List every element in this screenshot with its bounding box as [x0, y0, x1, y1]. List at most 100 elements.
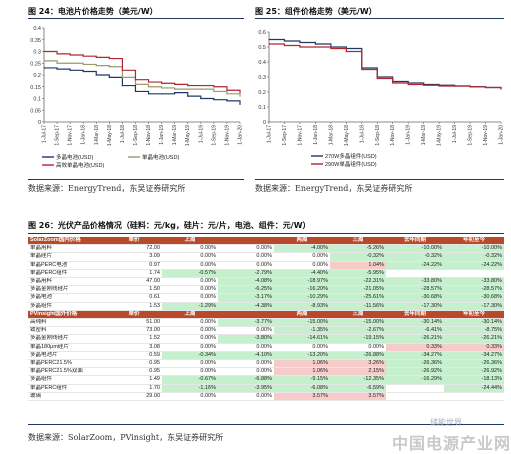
change-cell: 0.00% — [162, 277, 218, 287]
legend-label-2: 单晶电池(USD) — [142, 153, 179, 161]
price-cell: 0.61 — [106, 293, 162, 303]
fig25-source-rule — [255, 179, 504, 180]
series-2-point — [121, 76, 123, 78]
change-cell: -1.35% — [274, 326, 330, 336]
x-tick-label: 1-Jul-18 — [359, 125, 365, 143]
series-1-point — [268, 38, 270, 41]
fig26-source-rule — [28, 424, 504, 425]
column-header: 单价 — [106, 237, 162, 246]
table-section-header: SolarZoom国内价格 单价 上周 两周 三周 去年同期 年初至今 — [28, 237, 504, 246]
change-cell: 0.00% — [218, 252, 274, 262]
change-cell: 2.15% — [330, 367, 386, 377]
y-tick-label: 0.1 — [258, 105, 266, 111]
column-header: 两周 — [274, 310, 330, 320]
change-cell: -28.57% — [444, 285, 504, 295]
series-2-point — [345, 50, 347, 53]
legend-label-1: 270W多晶组件(USD) — [325, 152, 377, 160]
change-cell: 0.00% — [218, 359, 274, 369]
product-name: 致密料 — [28, 326, 106, 336]
series-2-point — [484, 86, 487, 89]
change-cell: -26.92% — [444, 367, 504, 377]
series-1-point — [56, 68, 58, 70]
change-cell: 0.00% — [218, 261, 274, 270]
change-cell: -4.08% — [218, 277, 274, 287]
price-cell: 1.50 — [106, 285, 162, 295]
series-2-point — [147, 86, 150, 88]
x-tick-label: 1-Nov-17 — [297, 125, 303, 146]
x-tick-label: 1-Jul-18 — [120, 125, 126, 143]
change-cell: -30.68% — [444, 293, 504, 303]
change-cell: -0.34% — [162, 351, 218, 361]
change-cell — [386, 269, 444, 279]
change-cell: -18.13% — [444, 375, 504, 385]
column-header: 单价 — [106, 310, 162, 320]
series-3-point — [69, 54, 71, 56]
change-cell: -8.93% — [274, 302, 330, 311]
table-row: 单晶PERC21.5% 0.95 0.00% 0.00% 1.06% 3.26% -26.3… — [28, 359, 504, 369]
change-cell: -4.38% — [218, 302, 274, 311]
series-2-point — [283, 44, 286, 47]
fig26-source: 数据来源：SolarZoom，PVinsight，东吴证券研究所 — [28, 433, 224, 442]
x-tick-label: 1-May-18 — [344, 125, 350, 146]
x-tick-label: 1-Mar-18 — [328, 125, 334, 146]
column-header: 两周 — [274, 237, 330, 246]
product-name: 单晶硅片 — [28, 252, 106, 262]
change-cell: 0.00% — [274, 261, 330, 270]
product-name: 多晶金刚线硅片 — [28, 285, 106, 295]
y-tick-label: 0.35 — [30, 38, 41, 44]
product-name: 多晶电池片 — [28, 351, 106, 361]
change-cell: -25.61% — [330, 293, 386, 303]
column-header: 上周 — [162, 310, 218, 320]
series-2-point — [392, 82, 394, 84]
product-name: 单晶PERC电池 — [28, 261, 106, 270]
change-cell: -26.21% — [386, 334, 444, 344]
section-title: PVinsight国外价格 — [28, 310, 106, 320]
series-2-point — [108, 66, 110, 68]
column-header — [218, 237, 274, 246]
x-tick-label: 1-May-19 — [437, 125, 443, 146]
table-row: 单晶PERC21.5%双面 0.95 0.00% 0.00% 1.06% 2.15% -26… — [28, 367, 504, 377]
x-tick-label: 1-Sep-18 — [133, 125, 139, 146]
fig25-chart: 0 0.1 0.2 0.3 0.4 0.5 0.6 1-Jul-17 1-Sep-17 1-Nov… — [258, 30, 504, 168]
product-name: 多晶电池 — [28, 293, 106, 303]
series-3-point — [239, 92, 241, 94]
series-1-point — [95, 74, 97, 76]
series-1-point — [147, 93, 150, 95]
section-title: SolarZoom国内价格 — [28, 237, 106, 246]
column-header: 上周 — [162, 237, 218, 246]
series-line-1 — [44, 67, 241, 105]
x-tick-label: 1-Nov-19 — [224, 125, 230, 146]
series-2-point — [226, 93, 228, 95]
series-1-point — [200, 97, 202, 100]
change-cell: 0.00% — [162, 318, 218, 328]
series-1-point — [108, 76, 110, 78]
product-name: 单晶180μm硅片 — [28, 343, 106, 352]
column-header: 去年同期 — [386, 310, 444, 320]
table-row: 单晶180μm硅片 3.08 0.00% 0.00% 0.00% 0.00% 0.33% 0.… — [28, 343, 504, 352]
series-1-point — [43, 67, 45, 69]
price-cell: 73.00 — [106, 326, 162, 336]
change-cell: -10.00% — [444, 244, 504, 254]
series-2-point — [407, 83, 409, 86]
series-1-point — [226, 100, 228, 102]
change-cell: 0.00% — [274, 343, 330, 352]
column-header — [218, 310, 274, 320]
change-cell: -12.35% — [330, 375, 386, 385]
change-cell: -15.00% — [274, 318, 330, 328]
x-tick-label: 1-Jul-17 — [42, 125, 48, 143]
price-cell: 0.97 — [106, 261, 162, 270]
series-line-3 — [44, 50, 241, 93]
series-1-point — [82, 70, 84, 73]
legend-label-2: 290W单晶组件(USD) — [325, 160, 377, 168]
y-tick-label: 0.25 — [30, 61, 41, 67]
price-cell: 0.59 — [106, 351, 162, 361]
series-3-point — [213, 86, 215, 88]
x-tick-label: 1-Nov-19 — [483, 125, 489, 146]
series-3-point — [43, 50, 45, 53]
change-cell: 3.26% — [330, 359, 386, 369]
series-3-point — [147, 81, 150, 83]
change-cell: 0.00% — [162, 367, 218, 377]
y-tick-label: 0 — [263, 120, 266, 126]
x-tick-label: 1-May-18 — [107, 125, 113, 146]
change-cell: -3.17% — [218, 293, 274, 303]
